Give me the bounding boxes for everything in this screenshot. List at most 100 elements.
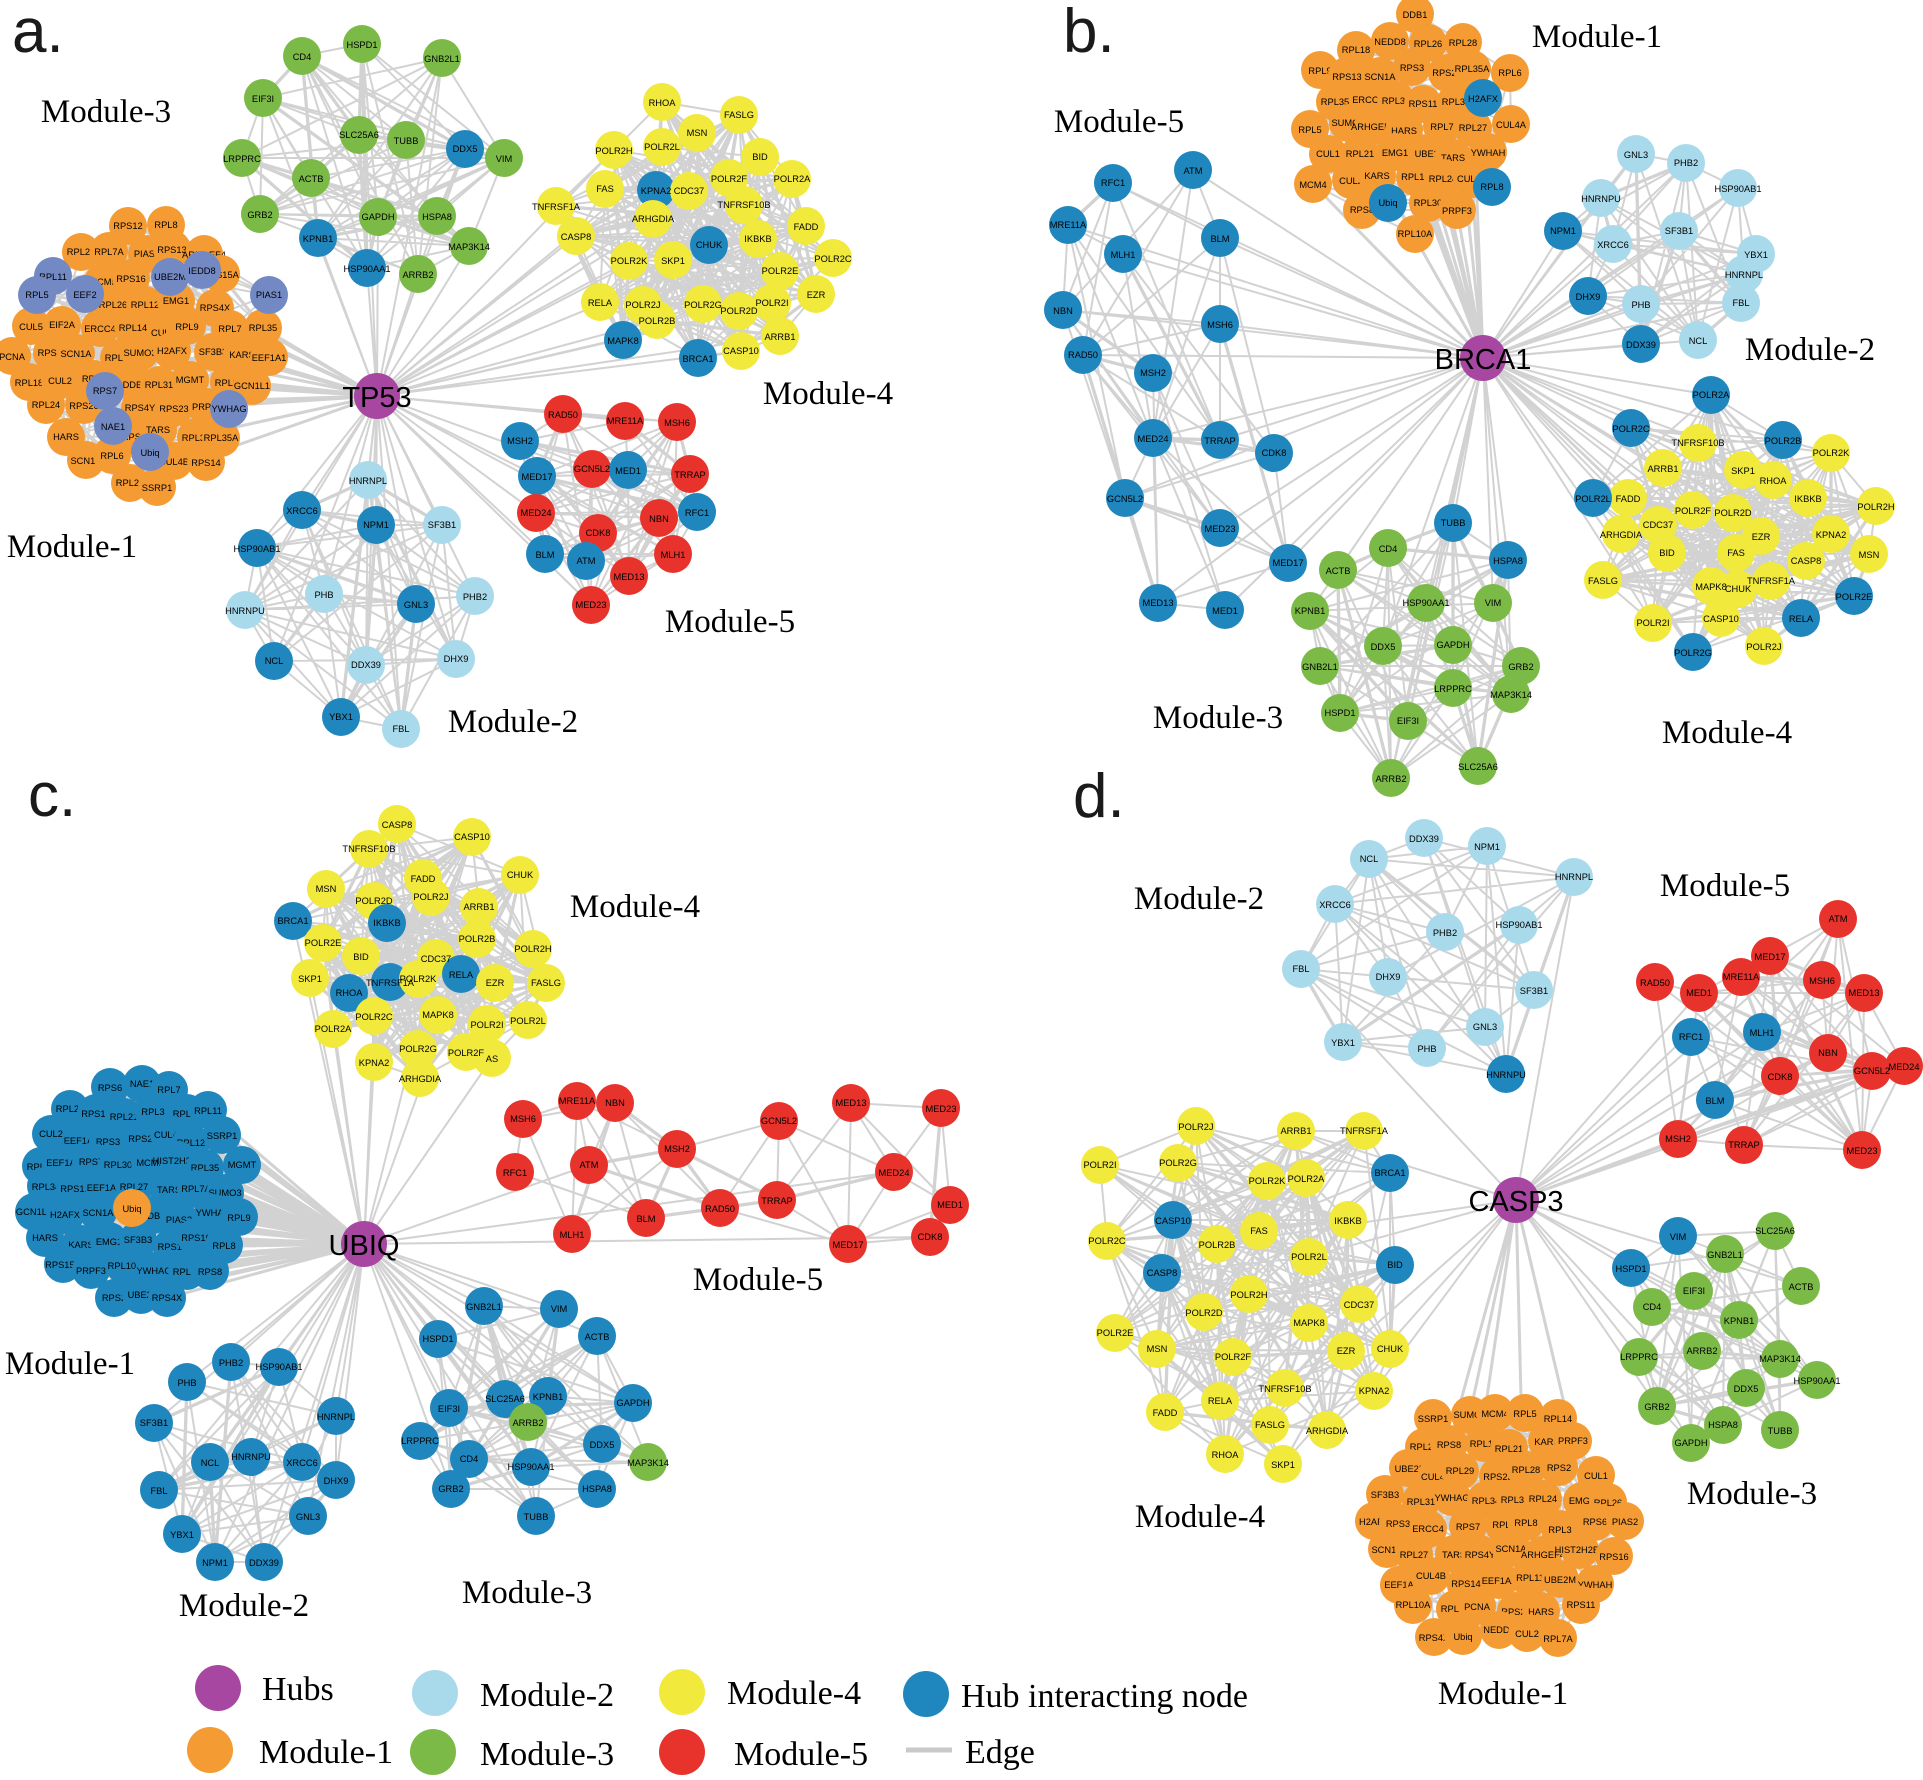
svg-text:Module-1: Module-1 xyxy=(259,1734,393,1771)
svg-text:NAE1: NAE1 xyxy=(130,1079,154,1089)
svg-text:MAP3K14: MAP3K14 xyxy=(1490,690,1532,700)
svg-text:GRB2: GRB2 xyxy=(438,1484,463,1494)
svg-text:PIAS1: PIAS1 xyxy=(256,290,282,300)
svg-text:SLC25A6: SLC25A6 xyxy=(1458,762,1498,772)
svg-text:RPS2: RPS2 xyxy=(1547,1463,1571,1473)
svg-text:RPL24: RPL24 xyxy=(32,400,60,410)
svg-text:UBIQ: UBIQ xyxy=(329,1230,400,1262)
svg-text:SLC25A6: SLC25A6 xyxy=(339,130,379,140)
svg-text:CUL2: CUL2 xyxy=(48,376,72,386)
svg-text:SCN1A: SCN1A xyxy=(1364,72,1396,82)
svg-text:SUMO3: SUMO3 xyxy=(1453,1410,1486,1420)
svg-text:POLR2J: POLR2J xyxy=(1746,642,1781,652)
svg-text:PRPF3: PRPF3 xyxy=(76,1266,106,1276)
svg-text:RPL7: RPL7 xyxy=(218,324,241,334)
svg-text:RPL35: RPL35 xyxy=(249,323,277,333)
svg-text:VIM: VIM xyxy=(1485,598,1502,608)
svg-text:RPS8: RPS8 xyxy=(198,1267,222,1277)
svg-text:FASLG: FASLG xyxy=(1255,1420,1285,1430)
svg-text:POLR2I: POLR2I xyxy=(755,298,788,308)
svg-text:RPL26: RPL26 xyxy=(1414,39,1442,49)
svg-text:Ubiq: Ubiq xyxy=(140,448,159,458)
svg-text:POLR2C: POLR2C xyxy=(814,254,851,264)
svg-text:RAD50: RAD50 xyxy=(1068,350,1098,360)
svg-text:GRB2: GRB2 xyxy=(1508,662,1533,672)
svg-text:FASLG: FASLG xyxy=(1588,576,1618,586)
svg-text:PRPF3: PRPF3 xyxy=(1558,1436,1588,1446)
svg-text:RPL34: RPL34 xyxy=(1442,97,1470,107)
svg-text:MSH6: MSH6 xyxy=(664,418,690,428)
svg-text:TUBB: TUBB xyxy=(1768,1426,1793,1436)
svg-text:MLH1: MLH1 xyxy=(1111,250,1136,260)
svg-text:RPS12: RPS12 xyxy=(113,221,142,231)
svg-text:RELA: RELA xyxy=(449,970,474,980)
svg-text:CUL2: CUL2 xyxy=(39,1129,63,1139)
svg-text:a.: a. xyxy=(12,0,64,66)
svg-text:MAP3K14: MAP3K14 xyxy=(627,1458,669,1468)
svg-text:RFC1: RFC1 xyxy=(1679,1032,1703,1042)
svg-text:CDC37: CDC37 xyxy=(421,954,451,964)
svg-text:MED1: MED1 xyxy=(1212,606,1238,616)
svg-text:DDX39: DDX39 xyxy=(351,660,381,670)
svg-text:GCN5L2: GCN5L2 xyxy=(574,464,610,474)
svg-text:CHUK: CHUK xyxy=(1725,584,1752,594)
svg-text:POLR2G: POLR2G xyxy=(1159,1158,1197,1168)
svg-text:SLC25A6: SLC25A6 xyxy=(1755,1226,1795,1236)
svg-text:HSP90AA1: HSP90AA1 xyxy=(1402,598,1449,608)
svg-text:MED17: MED17 xyxy=(521,472,552,482)
svg-text:CASP8: CASP8 xyxy=(1791,556,1822,566)
svg-text:NAE1: NAE1 xyxy=(101,422,125,432)
svg-text:RPS2: RPS2 xyxy=(122,432,146,442)
svg-text:MLH1: MLH1 xyxy=(560,1230,585,1240)
svg-text:DHX9: DHX9 xyxy=(324,1476,349,1486)
svg-text:ERCC4: ERCC4 xyxy=(1412,1524,1444,1534)
svg-text:RPL24: RPL24 xyxy=(1529,1494,1557,1504)
svg-text:GRB2: GRB2 xyxy=(247,210,272,220)
svg-text:RPL30: RPL30 xyxy=(1414,198,1442,208)
svg-text:MED13: MED13 xyxy=(613,572,644,582)
svg-text:MAPK8: MAPK8 xyxy=(1293,1318,1325,1328)
svg-text:RPL6: RPL6 xyxy=(1498,68,1521,78)
svg-text:KARS: KARS xyxy=(68,1240,93,1250)
svg-text:GAPDH: GAPDH xyxy=(1436,640,1469,650)
svg-text:RPS26: RPS26 xyxy=(1432,68,1461,78)
svg-text:H2AFX: H2AFX xyxy=(50,1210,80,1220)
svg-text:RPS23: RPS23 xyxy=(159,404,188,414)
svg-text:Module-4: Module-4 xyxy=(763,376,893,412)
svg-text:SKP1: SKP1 xyxy=(298,974,322,984)
svg-text:CD4: CD4 xyxy=(293,52,312,62)
svg-text:RPS14: RPS14 xyxy=(81,1109,110,1119)
svg-text:RPL12: RPL12 xyxy=(131,300,159,310)
svg-text:TARS: TARS xyxy=(157,1185,181,1195)
svg-text:YBX1: YBX1 xyxy=(1744,250,1768,260)
svg-text:MRE11A: MRE11A xyxy=(559,1096,596,1106)
svg-text:RPS16: RPS16 xyxy=(181,1233,210,1243)
svg-text:RPS23: RPS23 xyxy=(1483,1472,1512,1482)
svg-text:POLR2L: POLR2L xyxy=(1291,1252,1327,1262)
svg-text:CHUK: CHUK xyxy=(507,870,534,880)
svg-text:RPL35: RPL35 xyxy=(191,1163,219,1173)
svg-text:RPS6: RPS6 xyxy=(1583,1517,1607,1527)
svg-text:Module-3: Module-3 xyxy=(1687,1476,1817,1512)
svg-text:POLR2H: POLR2H xyxy=(514,944,551,954)
svg-text:CASP10: CASP10 xyxy=(723,346,759,356)
svg-text:EEF1A2: EEF1A2 xyxy=(1482,1576,1517,1586)
svg-text:SKP1: SKP1 xyxy=(1271,1460,1295,1470)
svg-text:EEF1A1: EEF1A1 xyxy=(252,353,287,363)
svg-text:Hub interacting node: Hub interacting node xyxy=(961,1678,1248,1715)
svg-text:RPL27: RPL27 xyxy=(120,1182,148,1192)
svg-text:MED1: MED1 xyxy=(937,1200,963,1210)
svg-text:CASP10: CASP10 xyxy=(1703,614,1739,624)
svg-text:RPL6: RPL6 xyxy=(100,451,123,461)
svg-text:LRPPRC: LRPPRC xyxy=(1434,684,1472,694)
svg-text:CDK8: CDK8 xyxy=(918,1232,943,1242)
svg-text:RPL5: RPL5 xyxy=(25,290,48,300)
svg-text:RPL7: RPL7 xyxy=(1492,1520,1515,1530)
svg-text:RPL8: RPL8 xyxy=(1514,1518,1537,1528)
svg-text:BRCA1: BRCA1 xyxy=(1435,344,1532,376)
svg-text:RPS26: RPS26 xyxy=(69,401,98,411)
svg-text:FBL: FBL xyxy=(150,1486,167,1496)
svg-text:RPS11: RPS11 xyxy=(38,348,67,358)
svg-text:DDB1: DDB1 xyxy=(1403,10,1428,20)
svg-text:CD4: CD4 xyxy=(1643,1302,1662,1312)
